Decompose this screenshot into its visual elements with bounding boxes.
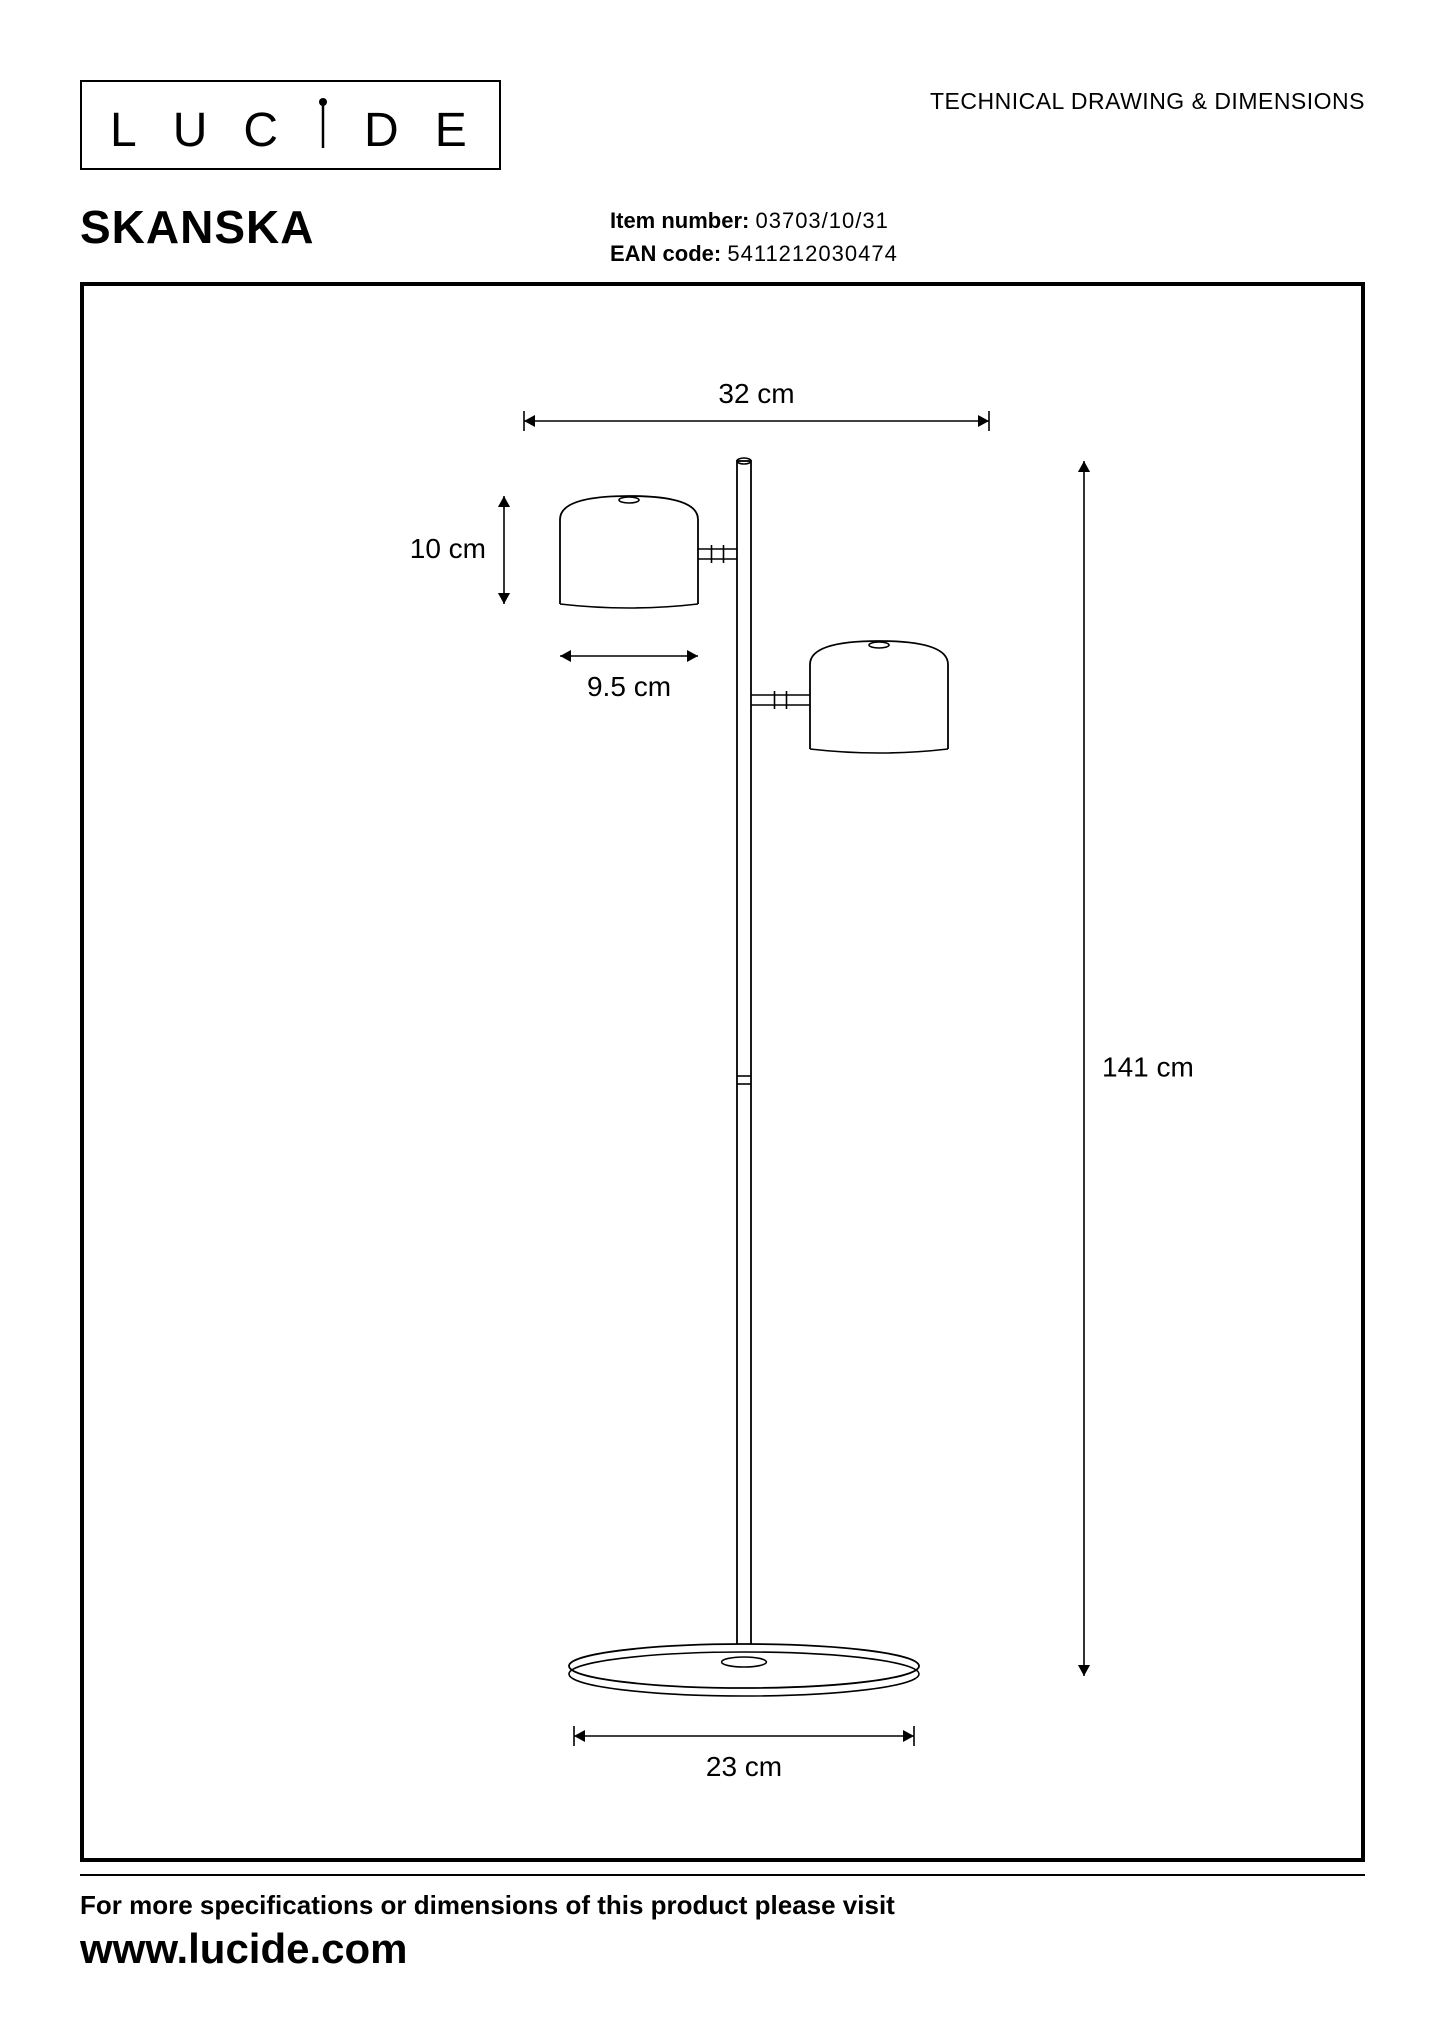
item-number-label: Item number: [610, 208, 749, 233]
footer-text: For more specifications or dimensions of… [80, 1890, 1365, 1921]
brand-logo: L U C D E [80, 80, 501, 170]
footer-url: www.lucide.com [80, 1925, 1365, 1973]
logo-letter: D [364, 103, 403, 158]
header-row: L U C D E TECHNICAL DRAWING & DIMENSIONS [80, 80, 1365, 170]
footer: For more specifications or dimensions of… [80, 1874, 1365, 1973]
document-type-label: TECHNICAL DRAWING & DIMENSIONS [930, 88, 1365, 115]
item-number-value: 03703/10/31 [755, 208, 888, 233]
ean-value: 5411212030474 [727, 241, 897, 266]
product-meta: Item number: 03703/10/31 EAN code: 54112… [610, 204, 898, 270]
logo-letter: L [110, 103, 141, 158]
title-row: SKANSKA Item number: 03703/10/31 EAN cod… [80, 200, 1365, 270]
logo-letter: C [243, 103, 282, 158]
logo-letter: U [173, 103, 212, 158]
product-name: SKANSKA [80, 200, 610, 254]
logo-letter [314, 96, 332, 158]
ean-label: EAN code: [610, 241, 721, 266]
svg-text:9.5 cm: 9.5 cm [587, 671, 671, 702]
technical-diagram: 32 cm 10 cm 9.5 cm 141 cm 23 cm [84, 286, 1361, 1858]
logo-letter: E [435, 103, 471, 158]
svg-text:141 cm: 141 cm [1102, 1052, 1194, 1083]
svg-text:10 cm: 10 cm [410, 533, 486, 564]
svg-text:23 cm: 23 cm [706, 1751, 782, 1782]
svg-text:32 cm: 32 cm [718, 378, 794, 409]
drawing-frame: 32 cm 10 cm 9.5 cm 141 cm 23 cm [80, 282, 1365, 1862]
footer-divider [80, 1874, 1365, 1876]
